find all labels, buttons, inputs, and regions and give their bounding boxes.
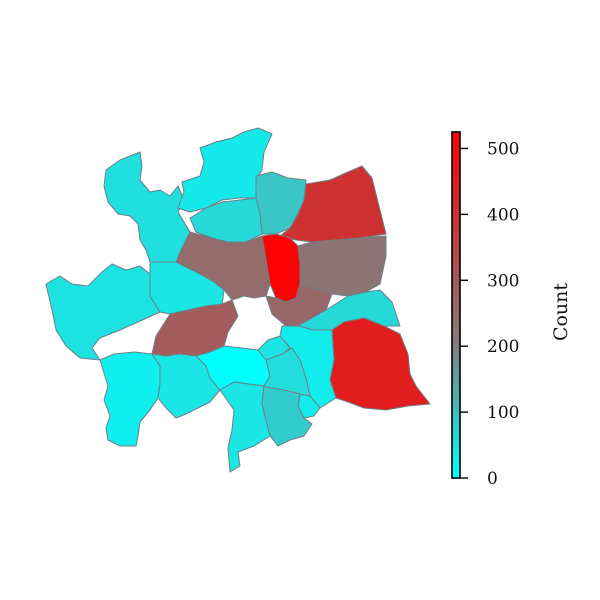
region-south-center xyxy=(219,381,271,473)
colorbar-tick-label: 400 xyxy=(487,205,519,225)
region-north-west xyxy=(103,151,191,263)
colorbar: 0 100 200 300 400 500 Count xyxy=(451,131,572,489)
region-south-mid-right xyxy=(257,335,291,361)
colorbar-tick-label: 500 xyxy=(487,139,519,159)
colorbar-label: Count xyxy=(550,283,572,341)
region-south-center-left xyxy=(151,353,221,419)
map xyxy=(45,127,431,473)
region-south-bottom xyxy=(261,385,313,447)
region-north-top xyxy=(177,127,273,213)
colorbar-tick-label: 100 xyxy=(487,403,519,423)
colorbar-tick-label: 300 xyxy=(487,271,519,291)
colorbar-ticks: 0 100 200 300 400 500 xyxy=(460,139,519,489)
colorbar-tick-label: 0 xyxy=(487,469,498,489)
colorbar-tick-label: 200 xyxy=(487,337,519,357)
colorbar-gradient xyxy=(451,131,461,479)
region-far-west xyxy=(45,263,161,361)
region-upper-mid-left xyxy=(189,197,263,243)
region-south-west xyxy=(99,351,161,447)
region-south-east xyxy=(329,317,431,411)
